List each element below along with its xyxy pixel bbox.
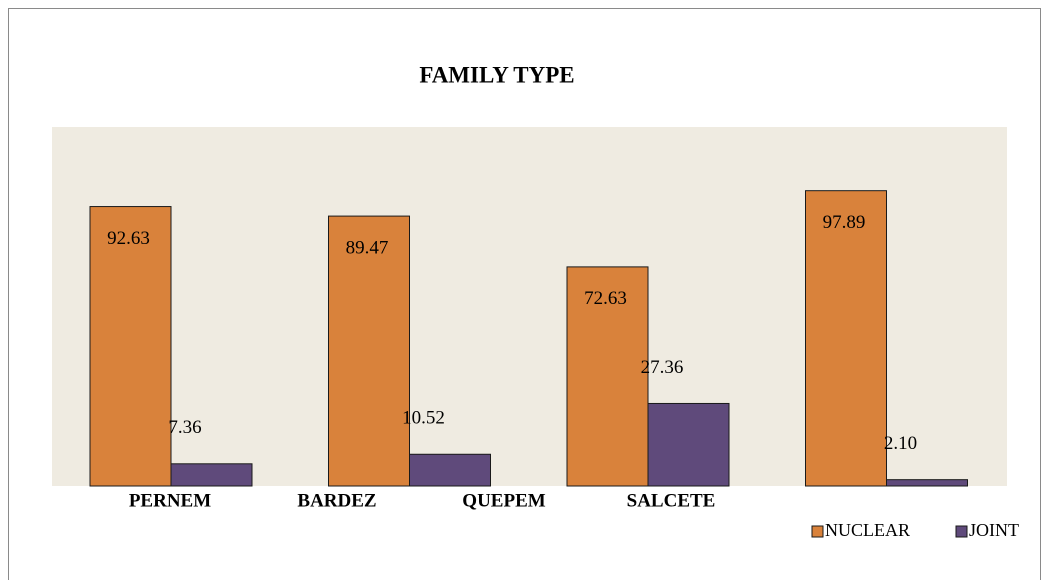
bar	[886, 479, 968, 487]
chart-title: FAMILY TYPE	[419, 62, 574, 87]
legend-label: NUCLEAR	[825, 520, 910, 540]
bar	[805, 190, 887, 487]
x-tick-label: QUEPEM	[462, 490, 545, 511]
data-label: 89.47	[346, 237, 389, 258]
legend-swatch	[955, 525, 968, 538]
bar	[647, 402, 730, 487]
bar	[328, 215, 410, 487]
data-label: 97.89	[823, 212, 866, 233]
bar	[89, 206, 172, 487]
data-label: 92.63	[107, 228, 150, 249]
data-label: 2.10	[884, 433, 917, 454]
bar	[566, 266, 649, 487]
data-label: 72.63	[584, 288, 627, 309]
legend-swatch	[811, 525, 824, 538]
x-tick-label: SALCETE	[627, 490, 716, 511]
bar	[409, 453, 491, 487]
data-label: 27.36	[641, 357, 684, 378]
x-tick-label: PERNEM	[129, 490, 211, 511]
data-label: 7.36	[168, 417, 201, 438]
legend-label: JOINT	[969, 520, 1019, 540]
x-tick-label: BARDEZ	[297, 490, 376, 511]
data-label: 10.52	[402, 408, 445, 429]
bar	[170, 463, 253, 487]
